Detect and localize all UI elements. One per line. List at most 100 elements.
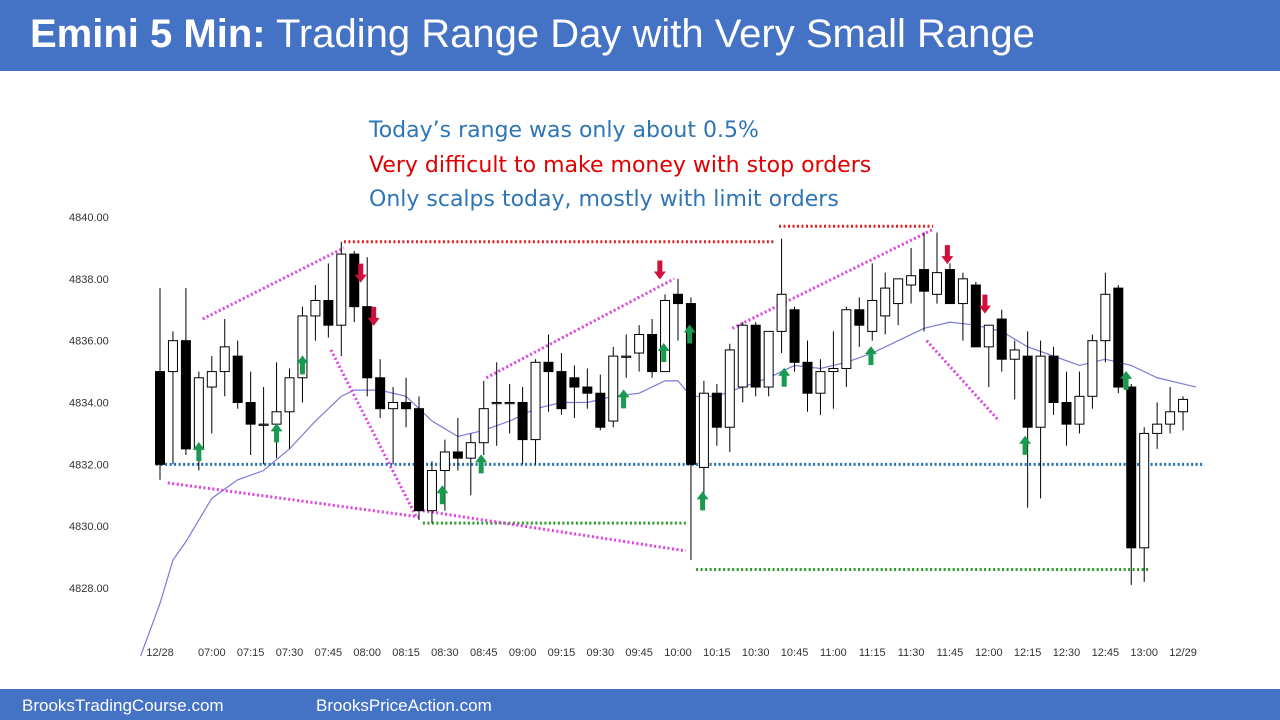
candle: [867, 263, 878, 341]
candle-body: [763, 330, 774, 388]
candle-body: [245, 402, 256, 425]
candle-body: [517, 402, 528, 441]
x-tick-label: 12:15: [1014, 647, 1042, 659]
candle: [595, 374, 606, 431]
candle: [439, 439, 450, 511]
x-tick-label: 08:00: [353, 647, 381, 659]
trend-line: [422, 509, 686, 553]
candle-body: [543, 361, 554, 373]
candle: [957, 272, 968, 341]
buy-arrow-icon: [657, 343, 670, 363]
candle: [828, 331, 839, 409]
x-tick-label: 09:00: [509, 647, 537, 659]
candle-body: [1100, 293, 1111, 342]
candle: [349, 251, 360, 323]
candle-body: [336, 253, 347, 326]
candle: [1113, 285, 1124, 394]
candle-body: [737, 324, 748, 388]
candle-body: [297, 315, 308, 379]
footer-bar: BrooksTradingCourse.com BrooksPriceActio…: [0, 689, 1280, 720]
candle-body: [608, 355, 619, 422]
candle-body: [323, 299, 334, 326]
candle: [815, 359, 826, 415]
candle: [932, 232, 942, 304]
x-tick-label: 11:15: [859, 647, 886, 659]
candle: [698, 380, 709, 496]
buy-arrow-icon: [683, 324, 696, 344]
candle-body: [465, 442, 476, 459]
candle: [569, 365, 580, 418]
candle-body: [867, 299, 878, 332]
candle-body: [569, 377, 580, 388]
sell-arrow-icon: [978, 294, 991, 314]
candle: [996, 309, 1007, 372]
candle: [414, 396, 424, 520]
candle: [1048, 346, 1059, 415]
candle: [919, 232, 930, 332]
candle-body: [1074, 395, 1085, 425]
candle-body: [906, 275, 917, 286]
candle: [530, 359, 541, 465]
y-tick-label: 4828.00: [69, 583, 109, 595]
x-tick-label: 07:30: [276, 647, 304, 659]
candle-body: [582, 386, 593, 394]
candle: [388, 387, 399, 465]
candle-body: [1165, 411, 1176, 425]
sell-arrow-icon: [367, 306, 380, 326]
buy-arrow-icon: [475, 454, 488, 474]
buy-arrow-icon: [1120, 370, 1133, 390]
candle: [906, 247, 917, 304]
candle-body: [1022, 355, 1033, 428]
x-tick-label: 13:00: [1130, 647, 1158, 659]
title-bar: Emini 5 Min: Trading Range Day with Very…: [0, 0, 1280, 71]
x-tick-label: 12/29: [1169, 647, 1197, 659]
candle-body: [685, 303, 696, 465]
x-tick-label: 08:15: [392, 647, 420, 659]
candle-body: [426, 470, 437, 512]
x-tick-label: 09:45: [625, 647, 653, 659]
candle-body: [310, 299, 321, 317]
candle-body: [724, 349, 735, 428]
candle: [206, 356, 217, 434]
candle: [504, 383, 515, 434]
candle-body: [452, 451, 463, 459]
candle-body: [556, 371, 567, 410]
candle: [970, 281, 981, 348]
candle-body: [932, 272, 942, 295]
y-tick-label: 4836.00: [69, 336, 109, 348]
candle: [724, 343, 735, 452]
candle-body: [634, 333, 645, 354]
sell-arrow-icon: [354, 263, 367, 283]
x-tick-label: 08:30: [431, 647, 459, 659]
trend-line: [925, 339, 1001, 423]
candle-body: [802, 361, 813, 394]
candle: [245, 371, 256, 456]
trend-line: [167, 481, 420, 519]
x-tick-label: 10:15: [703, 647, 731, 659]
buy-arrow-icon: [296, 355, 309, 375]
footer-right-link[interactable]: BrooksPriceAction.com: [316, 696, 492, 715]
candle: [789, 306, 800, 372]
candle: [582, 368, 593, 409]
page-title: Emini 5 Min: Trading Range Day with Very…: [30, 12, 1035, 57]
x-tick-label: 07:15: [237, 647, 265, 659]
x-tick-label: 12/28: [146, 647, 174, 659]
candle: [375, 359, 386, 418]
candle-body: [647, 333, 658, 373]
candle: [1087, 334, 1098, 409]
candle-body: [996, 318, 1007, 360]
candle-body: [1048, 355, 1059, 403]
footer-left-link[interactable]: BrooksTradingCourse.com: [22, 696, 224, 715]
candle-body: [880, 287, 891, 317]
candle-body: [621, 355, 632, 358]
trend-line: [329, 349, 418, 518]
x-tick-label: 09:30: [587, 647, 615, 659]
x-tick-label: 12:00: [975, 647, 1003, 659]
buy-arrow-icon: [617, 389, 630, 409]
candle-body: [232, 355, 243, 403]
candle-body: [595, 392, 606, 428]
candle-body: [155, 371, 165, 465]
candle-body: [284, 377, 295, 413]
candle: [452, 417, 463, 471]
x-tick-label: 08:45: [470, 647, 498, 659]
